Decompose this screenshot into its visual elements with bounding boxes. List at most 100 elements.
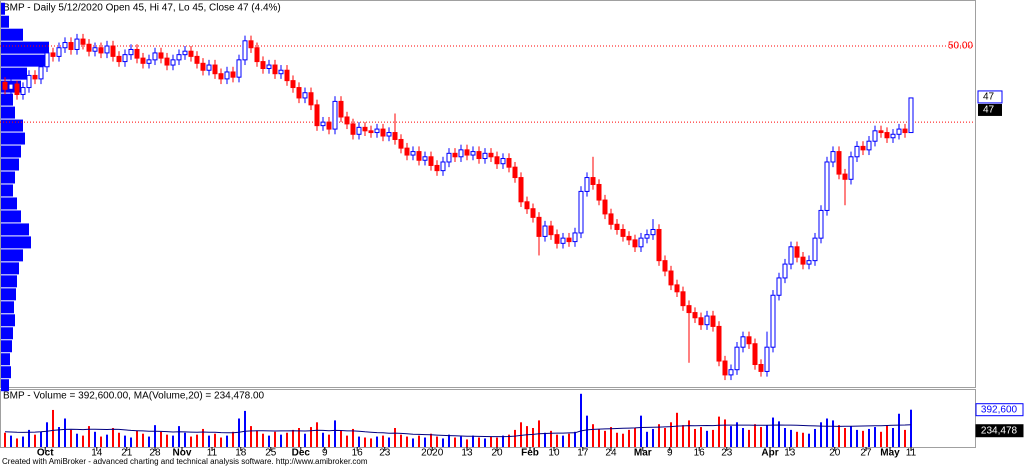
candle-body [98,47,104,54]
candle-body [824,161,830,211]
candle-body [278,69,284,75]
candle-body [350,123,356,135]
last-price: 47 [983,92,995,103]
candle-body [596,183,602,201]
candle-body [344,116,350,125]
candle-body [158,52,164,59]
candle-body [794,246,800,258]
candle-body [62,42,68,49]
candle-body [686,305,692,314]
profile-bar [1,93,13,106]
profile-bar [1,67,27,80]
last-volume: 392,600 [981,404,1018,415]
candle-body [548,225,554,236]
candle-body [536,216,542,237]
x-tick-label: 17 [577,448,589,459]
profile-bar [1,288,16,301]
candle-body [668,270,674,286]
candle-body [140,57,146,64]
candle-body [746,336,752,345]
candle-body [878,130,884,134]
candle-body [398,138,404,149]
candle-body [92,47,98,52]
y-tick-label: 50.00 [948,41,973,52]
footer: Created with AmiBroker - advanced charti… [2,457,368,466]
candle-body [380,128,386,137]
profile-bar [1,379,9,392]
candle-body [584,177,590,192]
profile-bar [1,158,19,171]
candle-body [896,128,902,135]
candle-body [104,45,110,54]
candle-body [524,201,530,210]
profile-bar [1,2,5,15]
candle-body [272,64,278,75]
candle-body [290,80,296,89]
candle-body [374,128,380,134]
candle-body [752,343,758,365]
candle-body [164,57,170,66]
candle-body [764,346,770,372]
candle-body [890,133,896,139]
candle-body [440,161,446,172]
candle-body [20,87,26,95]
profile-bar [1,15,9,28]
candle-body [2,81,8,90]
last-price-box [977,90,1003,104]
candle-body [902,128,908,134]
candle-body [626,235,632,241]
candle-body [116,55,122,63]
candle-body [242,40,248,61]
candle-body [572,232,578,243]
candle-body [644,234,650,239]
x-tick-label: 25 [265,448,277,459]
candle-body [542,225,548,237]
candle-body [134,48,140,59]
profile-bar [1,119,23,132]
candle-body [446,152,452,163]
profile-bar [1,41,49,54]
candle-body [836,151,842,175]
candle-body [404,147,410,156]
x-tick-label: 13 [784,448,796,459]
candle-body [266,64,272,70]
candle-body [392,132,398,140]
candle-body [410,151,416,156]
x-tick-label: 21 [121,448,133,459]
candle-body [812,237,818,262]
profile-bar [1,262,19,275]
last-volume-box [975,403,1024,417]
candle-body [482,152,488,160]
profile-bar [1,210,21,223]
candle-body [248,40,254,49]
candle-body [326,121,332,130]
last-volume: 234,478 [981,425,1018,436]
ma-line [4,424,912,438]
x-tick-label: 20 [491,448,503,459]
candle-body [728,369,734,376]
candle-body [368,130,374,134]
candle-body [518,177,524,203]
candle-body [122,54,128,63]
x-tick-label: 2020 [421,448,444,459]
profile-bar [1,301,14,314]
candle-body [872,130,878,142]
candle-body [662,260,668,272]
profile-bar [1,54,47,67]
candle-body [782,263,788,279]
candle-body [908,97,914,134]
candle-body [26,74,32,89]
candle-body [332,100,338,130]
x-tick-label: 28 [149,448,161,459]
candle-body [128,48,134,56]
candle-body [842,173,848,180]
x-tick-label: 20 [829,448,841,459]
profile-bar [1,353,10,366]
x-tick-label: 23 [721,448,733,459]
profile-bar [1,314,15,327]
candle-body [614,223,620,230]
last-volume-box [975,424,1024,438]
candle-body [806,260,812,265]
candle-body [740,336,746,348]
